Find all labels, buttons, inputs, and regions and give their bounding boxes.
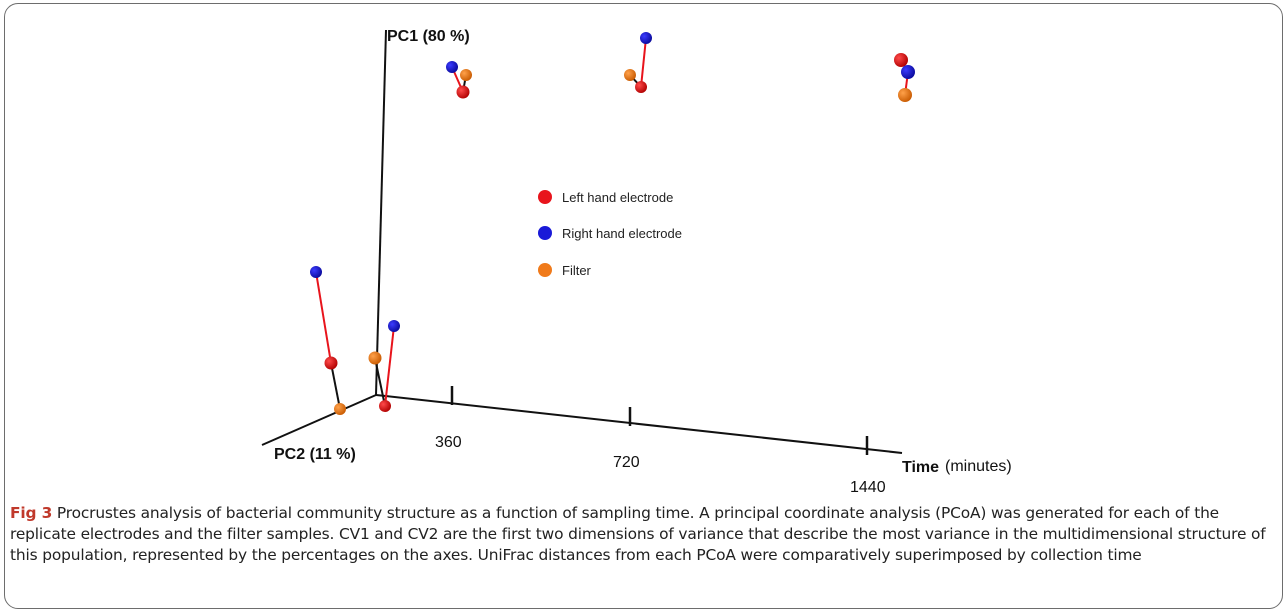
tick-label-720: 720 <box>613 454 640 471</box>
figure-label: Fig 3 <box>10 504 53 522</box>
point-720-left <box>635 81 647 93</box>
figure-frame <box>4 3 1283 609</box>
time-unit-label: (minutes) <box>945 458 1012 475</box>
point-720-right <box>640 32 652 44</box>
legend: Left hand electrode Right hand electrode… <box>538 190 682 278</box>
point-720-filter <box>624 69 636 81</box>
figure-caption: Fig 3 Procrustes analysis of bacterial c… <box>10 503 1272 566</box>
point-t0-right <box>310 266 322 278</box>
legend-label-left: Left hand electrode <box>562 190 673 205</box>
sample-points <box>310 32 915 415</box>
point-360-right <box>446 61 458 73</box>
tick-label-360: 360 <box>435 434 462 451</box>
point-t0b-right <box>388 320 400 332</box>
time-axis-label: Time <box>902 459 939 476</box>
point-1440-left <box>894 53 908 67</box>
link-0-right-left-b <box>384 325 395 407</box>
link-0-right-left <box>315 271 332 364</box>
point-t0b-filter <box>368 351 382 365</box>
pc2-axis <box>261 394 377 446</box>
point-t0-left <box>324 356 338 370</box>
procrustes-lines <box>315 37 909 410</box>
legend-marker-left <box>538 190 552 204</box>
legend-marker-filter <box>538 263 552 277</box>
point-1440-filter <box>898 88 912 102</box>
point-360-left <box>456 85 470 99</box>
legend-label-filter: Filter <box>562 263 592 278</box>
tick-label-1440: 1440 <box>850 479 886 496</box>
point-360-filter <box>460 69 472 81</box>
legend-marker-right <box>538 226 552 240</box>
pc1-axis <box>375 29 387 396</box>
pc1-axis-label: PC1 (80 %) <box>387 28 470 45</box>
pc2-axis-label: PC2 (11 %) <box>274 446 356 463</box>
time-axis <box>375 394 903 454</box>
procrustes-plot: PC1 (80 %) PC2 (11 %) Time (minutes) 360… <box>261 28 1012 496</box>
legend-label-right: Right hand electrode <box>562 226 682 241</box>
caption-text: Procrustes analysis of bacterial communi… <box>10 504 1266 564</box>
link-0-left-filter <box>330 362 341 410</box>
point-t0-filter <box>334 403 346 415</box>
link-720-right-left <box>640 37 647 88</box>
point-1440-right <box>901 65 915 79</box>
point-t0b-left <box>379 400 391 412</box>
link-0-filter-left <box>374 357 386 407</box>
